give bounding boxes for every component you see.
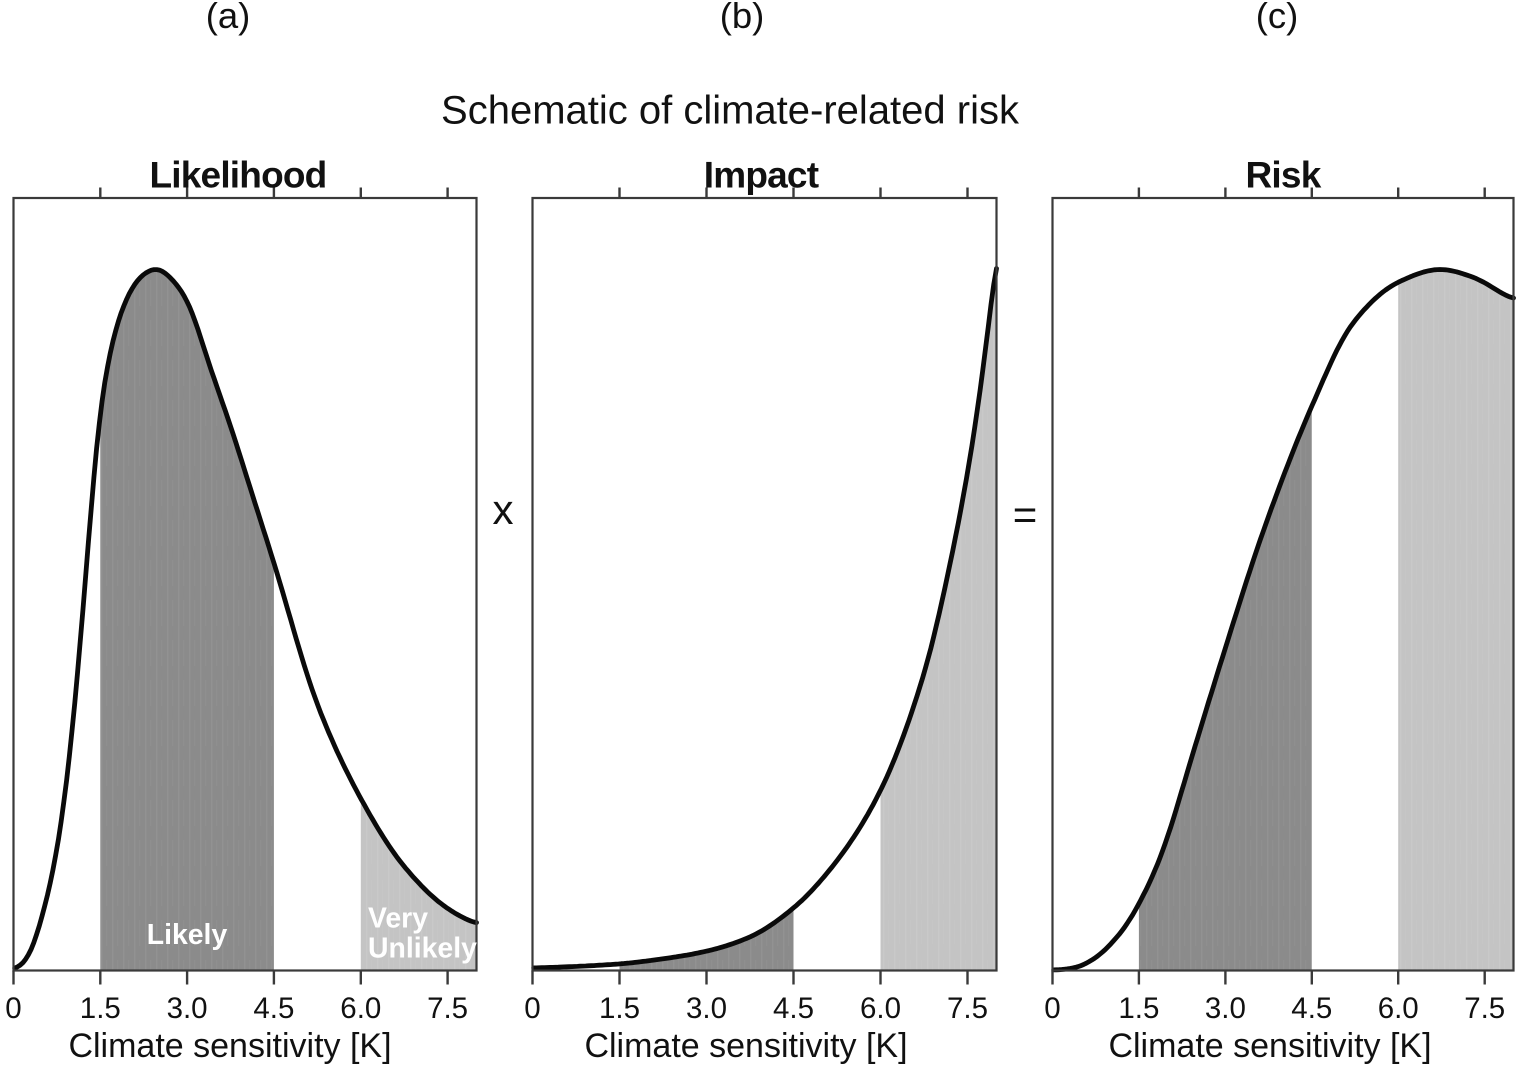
- svg-text:0: 0: [524, 992, 540, 1025]
- svg-text:(b): (b): [720, 0, 765, 36]
- svg-text:1.5: 1.5: [1118, 992, 1159, 1025]
- svg-text:4.5: 4.5: [773, 992, 814, 1025]
- svg-text:4.5: 4.5: [1291, 992, 1332, 1025]
- svg-text:Risk: Risk: [1246, 155, 1322, 196]
- svg-text:(a): (a): [206, 0, 251, 36]
- svg-text:Likelihood: Likelihood: [149, 155, 326, 196]
- svg-text:1.5: 1.5: [80, 992, 121, 1025]
- svg-text:Impact: Impact: [704, 155, 819, 196]
- svg-text:6.0: 6.0: [1378, 992, 1419, 1025]
- svg-text:Unlikely: Unlikely: [368, 933, 477, 965]
- svg-text:(c): (c): [1256, 0, 1299, 36]
- svg-text:Very: Very: [368, 903, 428, 935]
- svg-text:3.0: 3.0: [167, 992, 208, 1025]
- svg-text:0: 0: [1044, 992, 1060, 1025]
- svg-text:0: 0: [5, 992, 21, 1025]
- svg-text:7.5: 7.5: [427, 992, 468, 1025]
- svg-text:3.0: 3.0: [1205, 992, 1246, 1025]
- svg-text:Climate sensitivity [K]: Climate sensitivity [K]: [68, 1027, 391, 1065]
- svg-text:3.0: 3.0: [686, 992, 727, 1025]
- svg-text:6.0: 6.0: [340, 992, 381, 1025]
- svg-text:4.5: 4.5: [253, 992, 294, 1025]
- svg-text:Schematic of climate-related r: Schematic of climate-related risk: [441, 89, 1020, 133]
- svg-text:Climate sensitivity [K]: Climate sensitivity [K]: [1108, 1027, 1431, 1065]
- svg-text:7.5: 7.5: [1464, 992, 1505, 1025]
- svg-text:6.0: 6.0: [860, 992, 901, 1025]
- svg-text:7.5: 7.5: [947, 992, 988, 1025]
- svg-text:x: x: [493, 486, 514, 533]
- svg-text:Climate sensitivity [K]: Climate sensitivity [K]: [584, 1027, 907, 1065]
- svg-text:Likely: Likely: [147, 919, 228, 951]
- svg-text:=: =: [1013, 491, 1038, 538]
- svg-text:1.5: 1.5: [599, 992, 640, 1025]
